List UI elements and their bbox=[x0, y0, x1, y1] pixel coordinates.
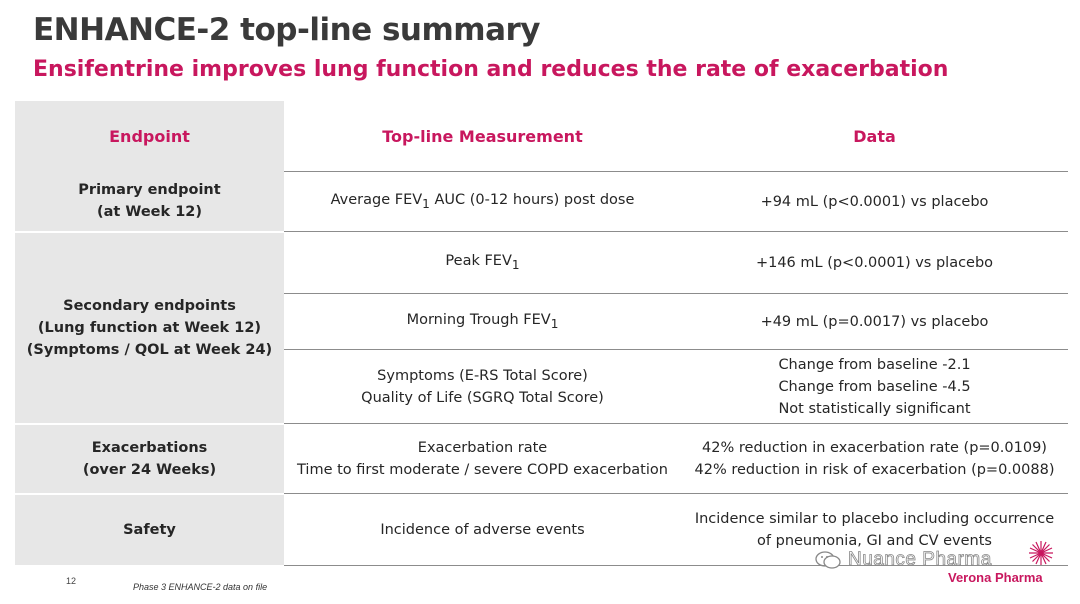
data-cell: +49 mL (p=0.0017) vs placebo bbox=[681, 293, 1068, 350]
watermark-text: Nuance Pharma bbox=[848, 549, 992, 571]
endpoint-line: (Lung function at Week 12) bbox=[37, 319, 262, 336]
endpoint-line: Secondary endpoints bbox=[63, 297, 236, 314]
data-line: +49 mL (p=0.0017) vs placebo bbox=[760, 313, 989, 330]
data-line: +146 mL (p<0.0001) vs placebo bbox=[755, 254, 994, 271]
data-line: of pneumonia, GI and CV events bbox=[757, 532, 992, 549]
measurement-subscript: 1 bbox=[422, 196, 430, 211]
data-line: Change from baseline -2.1 bbox=[778, 356, 971, 373]
table-row: Symptoms (E-RS Total Score) Quality of L… bbox=[15, 349, 1068, 424]
data-cell: Change from baseline -2.1 Change from ba… bbox=[681, 349, 1068, 424]
measurement-text: Average FEV bbox=[330, 191, 423, 208]
endpoint-cell: Safety bbox=[15, 493, 284, 567]
column-header-measurement: Top-line Measurement bbox=[382, 126, 583, 146]
page-number: 12 bbox=[66, 576, 77, 586]
footnote: Phase 3 ENHANCE-2 data on file bbox=[133, 582, 268, 592]
endpoint-cell: Exacerbations (over 24 Weeks) bbox=[15, 423, 284, 495]
starburst-icon bbox=[1029, 541, 1053, 565]
table-header-row: Endpoint Top-line Measurement Data bbox=[15, 101, 1068, 172]
measurement-cell: Exacerbation rate Time to first moderate… bbox=[284, 423, 681, 494]
summary-table: Endpoint Top-line Measurement Data Prima… bbox=[15, 101, 1068, 567]
page-subtitle: Ensifentrine improves lung function and … bbox=[33, 57, 949, 82]
column-header-data: Data bbox=[853, 126, 896, 146]
endpoint-cell: Secondary endpoints (Lung function at We… bbox=[15, 231, 284, 425]
column-header-endpoint: Endpoint bbox=[15, 101, 284, 172]
endpoint-cell: Primary endpoint (at Week 12) bbox=[15, 171, 284, 233]
measurement-line: Incidence of adverse events bbox=[380, 521, 585, 538]
watermark: Nuance Pharma bbox=[814, 549, 992, 571]
page-title: ENHANCE-2 top-line summary bbox=[33, 12, 541, 48]
endpoint-line: Primary endpoint bbox=[78, 182, 221, 198]
measurement-subscript: 1 bbox=[511, 257, 520, 272]
wechat-icon bbox=[815, 551, 841, 569]
data-cell: +146 mL (p<0.0001) vs placebo bbox=[681, 231, 1068, 294]
measurement-cell: Peak FEV1 bbox=[284, 231, 681, 294]
measurement-line: Time to first moderate / severe COPD exa… bbox=[297, 461, 668, 478]
measurement-cell: Morning Trough FEV1 bbox=[284, 293, 681, 350]
data-line: Not statistically significant bbox=[778, 400, 971, 417]
endpoint-line: (over 24 Weeks) bbox=[82, 461, 217, 478]
measurement-subscript: 1 bbox=[550, 316, 559, 331]
endpoint-line: Exacerbations bbox=[91, 439, 208, 456]
table-row: Exacerbations (over 24 Weeks) Exacerbati… bbox=[15, 423, 1068, 495]
measurement-text: AUC (0-12 hours) post dose bbox=[429, 191, 635, 208]
measurement-cell: Average FEV1 AUC (0-12 hours) post dose bbox=[284, 171, 681, 232]
measurement-text: Peak FEV bbox=[445, 252, 512, 269]
endpoint-line: (Symptoms / QOL at Week 24) bbox=[26, 341, 273, 358]
endpoint-line: Safety bbox=[123, 521, 176, 538]
data-cell: 42% reduction in exacerbation rate (p=0.… bbox=[681, 423, 1068, 494]
table-row: Primary endpoint (at Week 12) Average FE… bbox=[15, 171, 1068, 233]
data-line: +94 mL (p<0.0001) vs placebo bbox=[760, 193, 989, 210]
measurement-line: Symptoms (E-RS Total Score) bbox=[377, 367, 588, 384]
table-row: Safety Incidence of adverse events Incid… bbox=[15, 493, 1068, 567]
data-cell: +94 mL (p<0.0001) vs placebo bbox=[681, 171, 1068, 232]
table-row: Secondary endpoints (Lung function at We… bbox=[15, 231, 1068, 425]
data-line: 42% reduction in exacerbation rate (p=0.… bbox=[702, 439, 1047, 456]
measurement-text: Morning Trough FEV bbox=[406, 311, 551, 328]
data-line: Change from baseline -4.5 bbox=[778, 378, 971, 395]
measurement-line: Quality of Life (SGRQ Total Score) bbox=[361, 389, 604, 406]
company-logo: Verona Pharma bbox=[948, 570, 1043, 585]
data-line: Incidence similar to placebo including o… bbox=[694, 510, 1055, 527]
measurement-cell: Symptoms (E-RS Total Score) Quality of L… bbox=[284, 349, 681, 424]
data-cell: Incidence similar to placebo including o… bbox=[681, 493, 1068, 566]
measurement-line: Exacerbation rate bbox=[417, 439, 548, 456]
table-row: Morning Trough FEV1 +49 mL (p=0.0017) vs… bbox=[15, 293, 1068, 350]
data-line: 42% reduction in risk of exacerbation (p… bbox=[694, 461, 1055, 478]
measurement-cell: Incidence of adverse events bbox=[284, 493, 681, 566]
endpoint-line: (at Week 12) bbox=[96, 204, 203, 220]
